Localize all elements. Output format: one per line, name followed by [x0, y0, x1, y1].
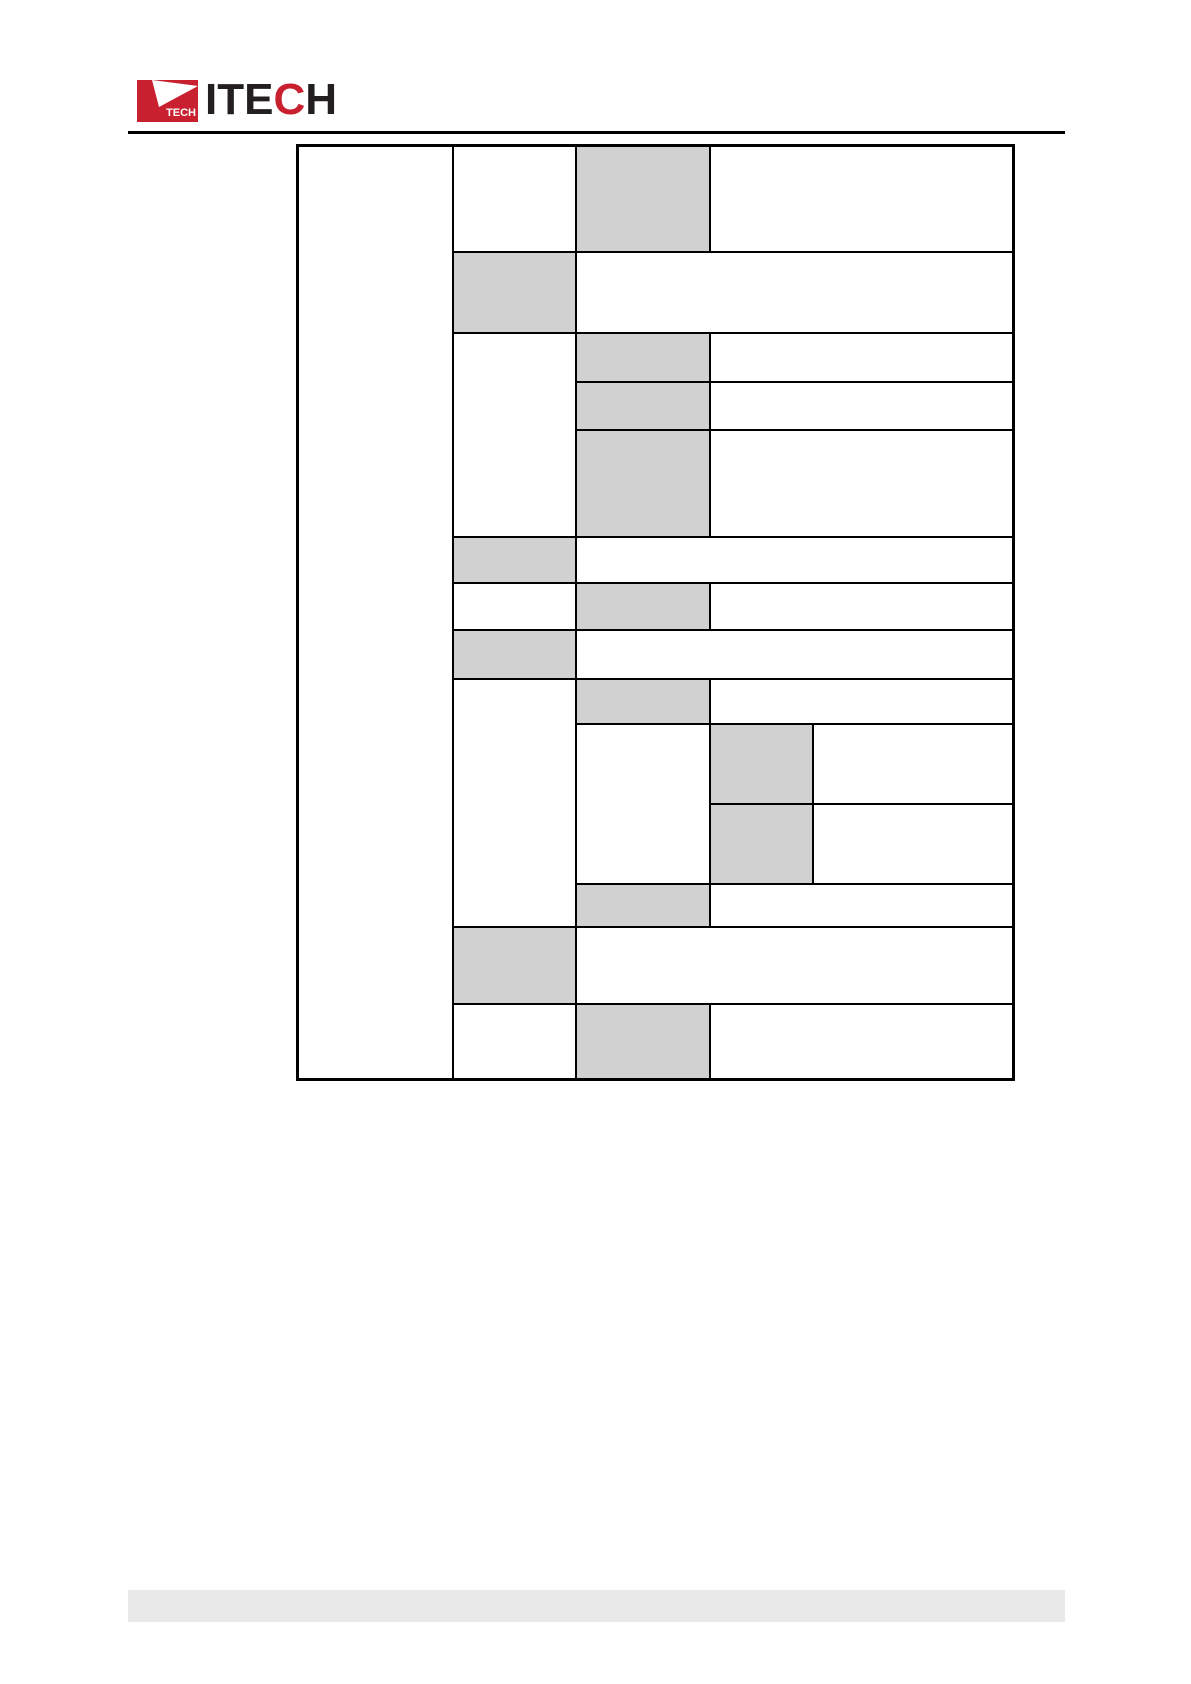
table-cell-r5-c3-shaded [577, 431, 709, 536]
table-cell-r7-c2 [454, 584, 575, 629]
itech-flag-icon: TECH [137, 80, 198, 122]
itech-flag-shape [137, 80, 198, 122]
table-cell-r3-c2 [454, 334, 575, 536]
header-rule [128, 131, 1065, 134]
table-cell-r6-c3 [577, 538, 1012, 582]
table-cell-r8-c3 [577, 631, 1012, 678]
table-cell-r3-c3-shaded [577, 334, 709, 381]
table-cell-r13-c3 [577, 928, 1012, 1003]
table-cell-r10-c5 [814, 725, 1012, 803]
table-cell-r8-c2-shaded [454, 631, 575, 678]
logo-wordmark-h: H [305, 75, 338, 124]
table-cell-r14-c3-shaded [577, 1005, 709, 1078]
table-cell-r1-c2 [454, 147, 575, 251]
footer-bar [128, 1590, 1065, 1622]
logo-wordmark: ITECH [205, 77, 337, 123]
table-cell-r1-c3-shaded [577, 147, 709, 251]
table-cell-r4-c3-shaded [577, 383, 709, 429]
table-cell-r4-c4 [711, 383, 1012, 429]
table-cell-r9-c3-shaded [577, 680, 709, 723]
table-cell-r14-c4 [711, 1005, 1012, 1078]
table-cell-r1-c1 [299, 147, 452, 1078]
table-cell-r11-c4-shaded [711, 805, 812, 883]
table-cell-r12-c4 [711, 885, 1012, 926]
logo-wordmark-c: C [273, 75, 306, 124]
table-cell-r11-c5 [814, 805, 1012, 883]
table-cell-r9-c4 [711, 680, 1012, 723]
spec-table [296, 144, 1015, 1081]
table-cell-r7-c3-shaded [577, 584, 709, 629]
table-cell-r13-c2-shaded [454, 928, 575, 1003]
table-cell-r10-c4-shaded [711, 725, 812, 803]
table-cell-r7-c4 [711, 584, 1012, 629]
table-cell-r12-c3-shaded [577, 885, 709, 926]
table-cell-r1-c4 [711, 147, 1012, 251]
table-cell-r5-c4 [711, 431, 1012, 536]
table-cell-r9-c2 [454, 680, 575, 926]
logo-wordmark-ite: ITE [205, 75, 274, 124]
table-cell-r3-c4 [711, 334, 1012, 381]
logo-flag-label: TECH [166, 107, 196, 119]
table-cell-r2-c2-shaded [454, 253, 575, 332]
table-cell-r10-c3 [577, 725, 709, 883]
table-cell-r6-c2-shaded [454, 538, 575, 582]
table-cell-r14-c2 [454, 1005, 575, 1078]
table-cell-r2-c3 [577, 253, 1012, 332]
